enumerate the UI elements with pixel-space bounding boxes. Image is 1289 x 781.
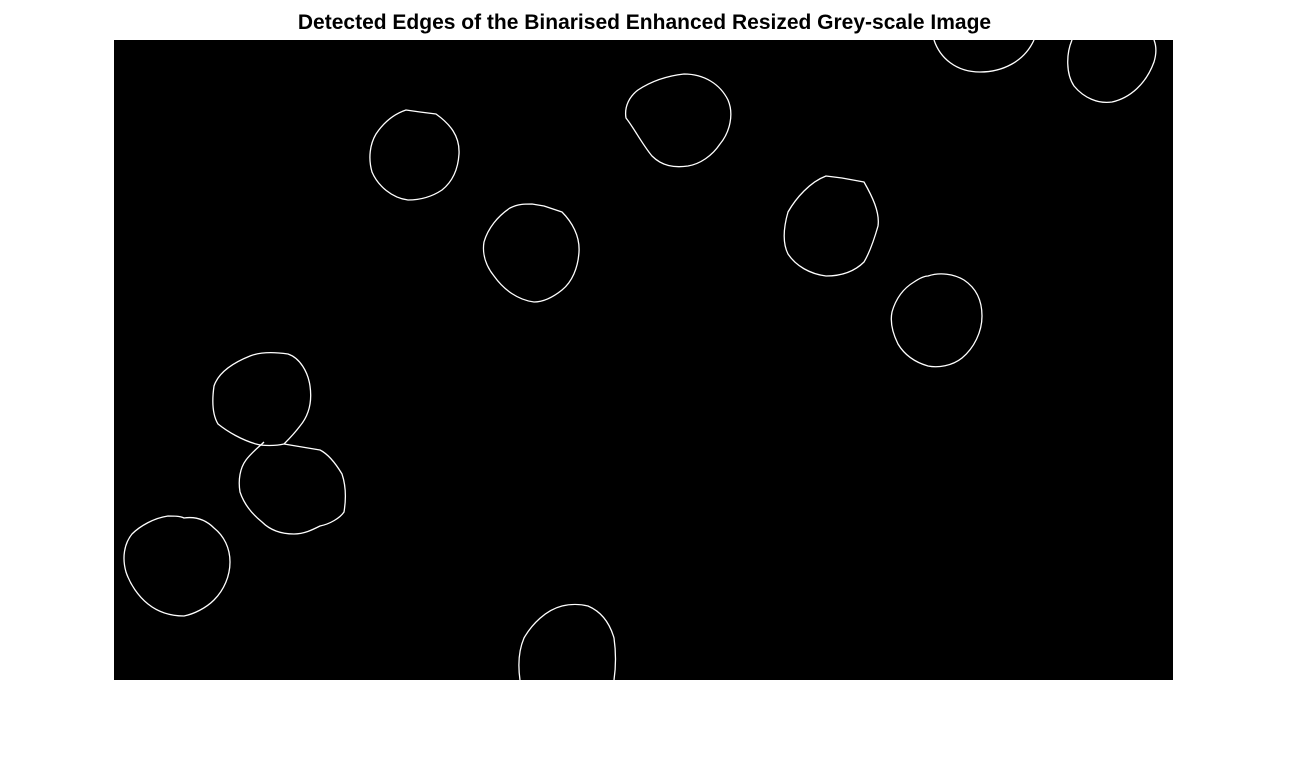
cell-edge	[890, 273, 983, 368]
cell-edge	[238, 441, 346, 535]
edge-image	[114, 40, 1173, 680]
figure-title: Detected Edges of the Binarised Enhanced…	[297, 11, 992, 34]
cell-edge	[933, 40, 1035, 73]
cell-edge	[1067, 40, 1157, 104]
cell-edge	[518, 603, 617, 680]
image-background	[114, 40, 1173, 680]
cell-edge	[624, 73, 732, 168]
cell-edge	[123, 515, 231, 617]
cell-edge	[369, 109, 460, 201]
cell-edge	[482, 203, 580, 303]
cell-edge	[783, 175, 879, 277]
